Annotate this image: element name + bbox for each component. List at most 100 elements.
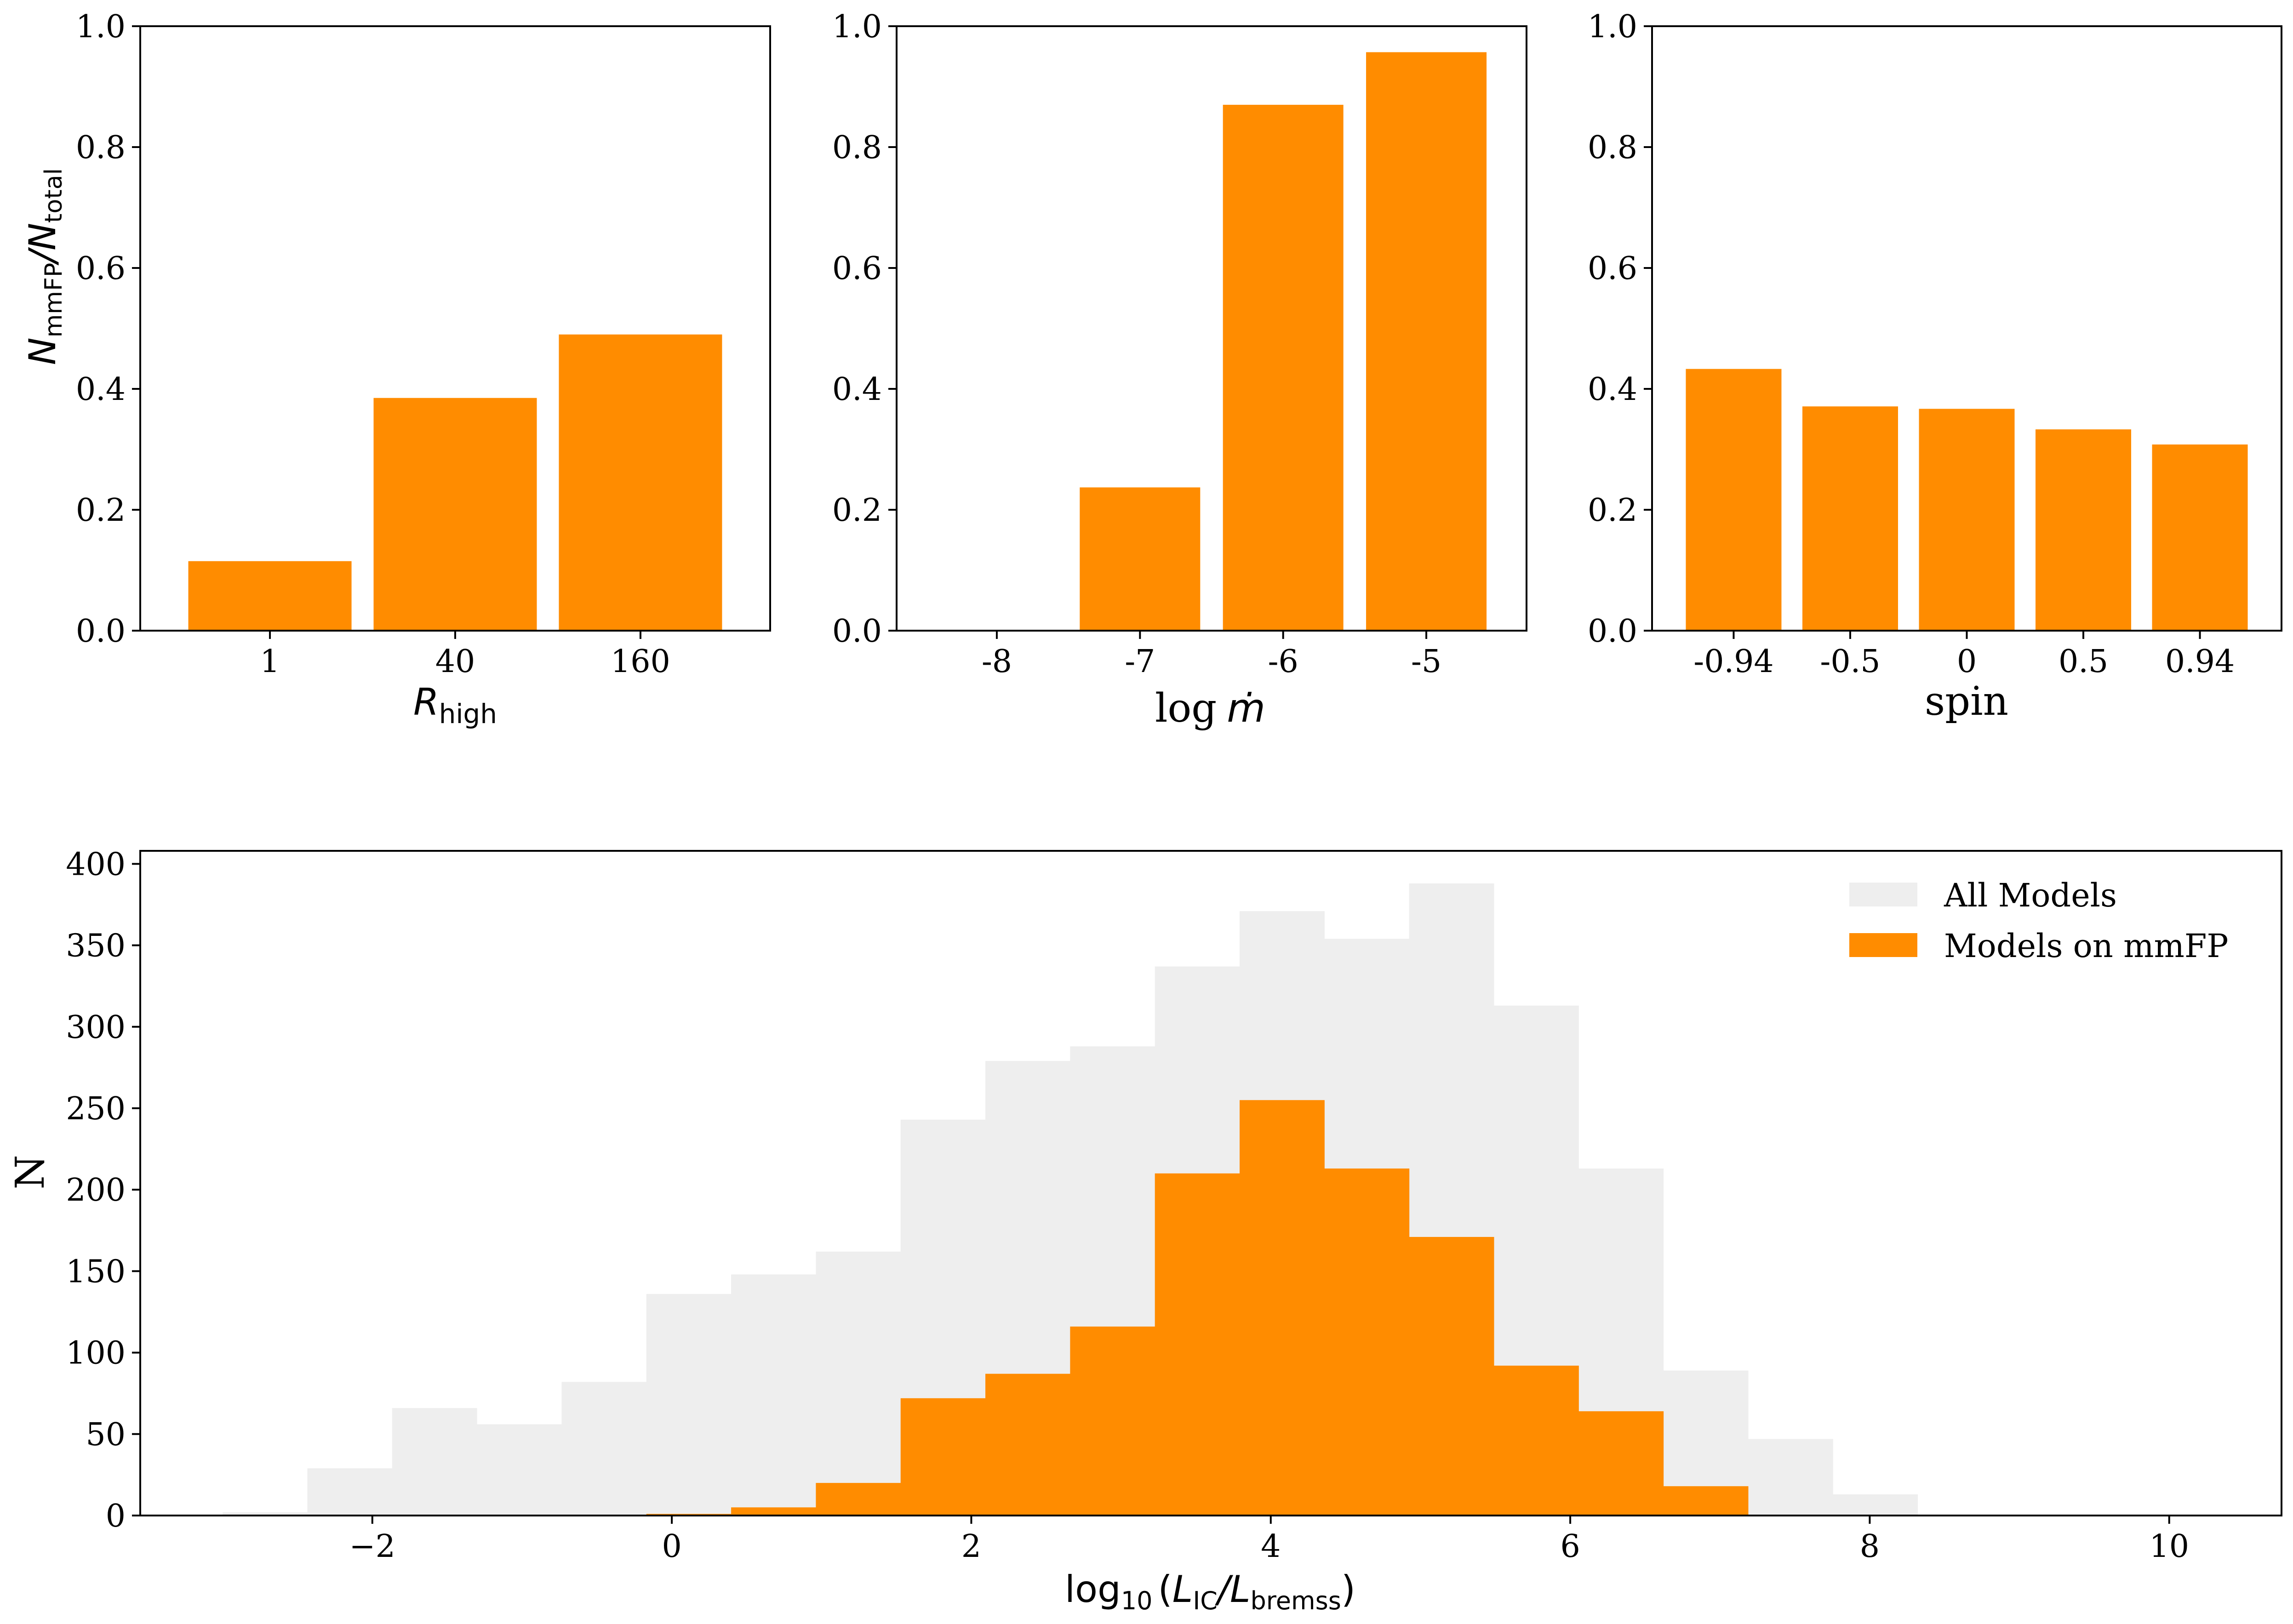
- ratio-ytick-label: 350: [66, 928, 126, 964]
- rhigh-axes-frame: [139, 25, 771, 632]
- ratio-xtick-label: 2: [961, 1528, 981, 1565]
- rhigh-bar: [559, 334, 722, 631]
- legend: All Models Models on mmFP: [1849, 877, 2229, 965]
- spin-yticks: 0.0 0.2 0.4 0.6 0.8 1.0: [1588, 9, 1652, 650]
- mmfp-models-bin: [816, 1483, 901, 1516]
- rhigh-xtick-label: 40: [435, 644, 475, 680]
- all-models-bin: [1833, 1494, 1918, 1516]
- ratio-xtick-label: 6: [1560, 1528, 1580, 1565]
- ratio-xlabel: log10 (LIC/Lbremss): [1065, 1568, 1355, 1615]
- mmfp-models-bin: [1324, 1168, 1410, 1516]
- spin-xtick-label: -0.94: [1693, 644, 1773, 680]
- mdot-xtick-label: -7: [1125, 644, 1155, 680]
- mmfp-models-bin: [1155, 1173, 1240, 1516]
- mdot-ytick-label: 0.2: [832, 492, 882, 529]
- ratio-xtick-label: 10: [2149, 1528, 2189, 1565]
- mdot-ytick-label: 0.6: [832, 251, 882, 287]
- mmfp-models-bin: [1663, 1486, 1749, 1516]
- mmfp-models-bin: [1494, 1365, 1579, 1516]
- ratio-ytick-label: 0: [106, 1498, 126, 1534]
- mmfp-models-bars: [646, 1100, 1749, 1516]
- mdot-bar: [1080, 487, 1201, 631]
- mdot-bar: [1223, 104, 1344, 631]
- ratio-ytick-label: 300: [66, 1009, 126, 1046]
- spin-xticks: -0.94 -0.5 0 0.5 0.94: [1693, 631, 2235, 680]
- spin-bar: [2036, 429, 2132, 631]
- mdot-xlabel: log ṁ: [1155, 685, 1265, 731]
- rhigh-ylabel: NmmFP/Ntotal: [21, 168, 68, 365]
- all-models-bin: [307, 1468, 393, 1516]
- all-models-bin: [392, 1408, 477, 1516]
- rhigh-ytick-label: 0.0: [76, 613, 126, 650]
- rhigh-xlabel: Rhigh: [413, 681, 497, 729]
- spin-xtick-label: 0.94: [2165, 644, 2235, 680]
- rhigh-ytick-label: 1.0: [76, 9, 126, 45]
- spin-bar: [1686, 369, 1782, 631]
- spin-ytick-label: 0.0: [1588, 613, 1637, 650]
- mdot-xticks: -8 -7 -6 -5: [982, 631, 1441, 680]
- all-models-bin: [731, 1274, 816, 1516]
- all-models-bin: [477, 1424, 562, 1516]
- rhigh-ytick-label: 0.2: [76, 492, 126, 529]
- mdot-ytick-label: 1.0: [832, 9, 882, 45]
- mmfp-models-bin: [985, 1373, 1070, 1516]
- mdot-ytick-label: 0.4: [832, 371, 882, 408]
- ratio-ytick-label: 50: [86, 1417, 126, 1453]
- spin-ytick-label: 1.0: [1588, 9, 1637, 45]
- rhigh-ytick-label: 0.6: [76, 251, 126, 287]
- rhigh-yticks: 0.0 0.2 0.4 0.6 0.8 1.0: [76, 9, 140, 650]
- mdot-ytick-label: 0.8: [832, 130, 882, 166]
- spin-axes-frame: [1651, 25, 2282, 632]
- ratio-xtick-label: 0: [662, 1528, 681, 1565]
- spin-ytick-label: 0.2: [1588, 492, 1637, 529]
- spin-bar: [2152, 444, 2248, 631]
- legend-label-all-models: All Models: [1944, 877, 2117, 914]
- panel-spin: 0.0 0.2 0.4 0.6 0.8 1.0 -0.94 -0.5 0 0.5 0.94 spi…: [1588, 9, 2282, 724]
- panel-ratio: 0 50 100 150 200 250 300 350 400 −2 0 2 4 6 8 10 N log…: [7, 846, 2282, 1615]
- all-models-bin: [223, 1512, 308, 1516]
- all-models-bin: [1748, 1439, 1833, 1516]
- spin-xlabel: spin: [1925, 678, 2008, 724]
- ratio-ytick-label: 400: [66, 846, 126, 883]
- mdot-bars: [1080, 52, 1487, 631]
- spin-xtick-label: 0: [1957, 644, 1977, 680]
- legend-swatch-mmfp: [1849, 933, 1917, 957]
- ratio-xtick-label: 4: [1261, 1528, 1281, 1565]
- ratio-xtick-label: −2: [349, 1528, 395, 1565]
- mdot-xtick-label: -8: [982, 644, 1012, 680]
- mdot-axes-frame: [896, 25, 1527, 632]
- rhigh-ytick-label: 0.4: [76, 371, 126, 408]
- mdot-bar: [1366, 52, 1487, 631]
- spin-xtick-label: -0.5: [1820, 644, 1880, 680]
- rhigh-bar: [373, 398, 537, 631]
- ratio-ytick-label: 200: [66, 1172, 126, 1208]
- spin-bar: [1919, 409, 2015, 631]
- mdot-ytick-label: 0.0: [832, 613, 882, 650]
- panel-rhigh: 0.0 0.2 0.4 0.6 0.8 1.0 1 40 160 NmmFP/Ntotal R…: [21, 9, 771, 729]
- ratio-ylabel: N: [7, 1155, 53, 1189]
- spin-ytick-label: 0.4: [1588, 371, 1637, 408]
- ratio-axes-frame: [139, 850, 2282, 1516]
- rhigh-xtick-label: 160: [611, 644, 670, 680]
- mmfp-models-bin: [731, 1507, 816, 1516]
- ratio-ytick-label: 250: [66, 1091, 126, 1127]
- ratio-ytick-label: 150: [66, 1254, 126, 1290]
- mmfp-models-bin: [1409, 1237, 1494, 1516]
- rhigh-bar: [188, 561, 352, 631]
- rhigh-xticks: 1 40 160: [260, 631, 670, 680]
- rhigh-ytick-label: 0.8: [76, 130, 126, 166]
- rhigh-bars: [188, 334, 722, 631]
- ratio-ytick-label: 100: [66, 1335, 126, 1372]
- spin-bars: [1686, 369, 2248, 631]
- rhigh-xtick-label: 1: [260, 644, 280, 680]
- mmfp-models-bin: [1070, 1326, 1155, 1516]
- mmfp-models-bin: [1240, 1100, 1325, 1516]
- all-models-bin: [816, 1251, 901, 1516]
- ratio-xtick-label: 8: [1860, 1528, 1880, 1565]
- mmfp-models-bin: [900, 1398, 986, 1516]
- mdot-xtick-label: -5: [1411, 644, 1441, 680]
- panel-mdot: 0.0 0.2 0.4 0.6 0.8 1.0 -8 -7 -6 -5 log ṁ: [832, 9, 1527, 731]
- mdot-xtick-label: -6: [1268, 644, 1298, 680]
- legend-label-mmfp: Models on mmFP: [1944, 927, 2229, 965]
